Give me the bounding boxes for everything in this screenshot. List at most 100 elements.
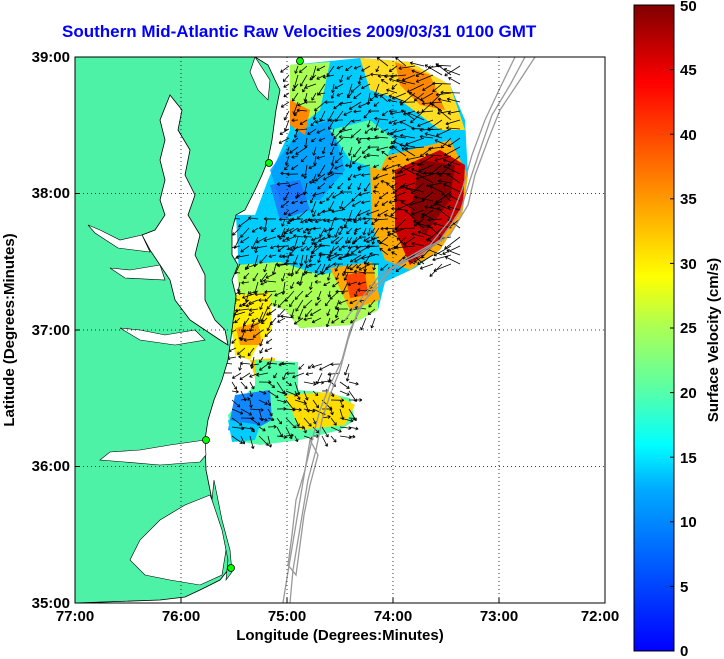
velocity-arrow (376, 240, 389, 247)
velocity-arrow (393, 119, 407, 126)
velocity-arrow (435, 92, 452, 97)
velocity-arrow (237, 291, 246, 296)
velocity-arrow (310, 236, 322, 242)
velocity-arrow (311, 92, 317, 101)
velocity-arrow (285, 381, 292, 387)
velocity-arrow (280, 101, 290, 108)
velocity-arrow (303, 426, 307, 434)
velocity-arrow (239, 361, 251, 366)
velocity-arrow (317, 91, 326, 96)
velocity-arrow (395, 263, 407, 272)
velocity-arrow (314, 272, 322, 278)
velocity-arrow (238, 363, 242, 371)
velocity-arrow (386, 182, 398, 193)
velocity-arrow (353, 109, 362, 114)
velocity-arrow (296, 108, 308, 113)
velocity-arrow (361, 200, 371, 205)
velocity-arrow (345, 65, 353, 72)
velocity-arrow (307, 128, 317, 136)
velocity-arrow (349, 299, 358, 305)
velocity-arrow (388, 94, 407, 103)
velocity-arrow (276, 406, 287, 411)
grid-lines (75, 57, 605, 603)
velocity-arrow (366, 153, 380, 157)
velocity-arrow (444, 65, 461, 77)
velocity-arrow (391, 145, 407, 157)
velocity-arrow (258, 435, 269, 446)
velocity-arrow (344, 236, 349, 244)
velocity-arrow (425, 182, 443, 188)
velocity-arrow (312, 173, 317, 183)
velocity-arrow (338, 101, 353, 106)
velocity-arrow (295, 263, 304, 275)
velocity-arrow (249, 426, 255, 433)
velocity-arrow (357, 281, 367, 286)
velocity-arrow (393, 134, 407, 139)
velocity-arrow (384, 226, 398, 231)
velocity-arrow (442, 158, 461, 166)
velocity-arrow (249, 435, 255, 450)
delaware-bay (249, 57, 271, 101)
velocity-arrow (321, 146, 326, 155)
velocity-arrow (357, 74, 362, 85)
velocity-arrow (325, 317, 331, 328)
x-tick-label: 74:00 (374, 608, 412, 625)
velocity-arrow (353, 92, 362, 100)
velocity-arrow (399, 143, 416, 148)
velocity-arrow (300, 218, 308, 224)
velocity-arrow (285, 433, 294, 438)
velocity-arrow (276, 234, 286, 239)
velocity-arrow (328, 182, 335, 189)
velocity-arrow (293, 234, 304, 238)
velocity-arrow (356, 263, 362, 269)
velocity-arrow (429, 185, 443, 193)
velocity-arrow (239, 372, 251, 380)
velocity-arrow (259, 347, 264, 354)
velocity-arrow (424, 132, 443, 139)
velocity-arrow (339, 399, 345, 408)
velocity-arrow (304, 218, 313, 224)
velocity-arrow (322, 173, 335, 181)
velocity-arrow (329, 118, 344, 123)
velocity-arrow (314, 173, 326, 182)
velocity-arrow (440, 90, 461, 95)
velocity-arrow (287, 272, 295, 277)
velocity-arrow (354, 254, 367, 263)
velocity-arrow (305, 290, 313, 298)
velocity-arrow (374, 182, 380, 189)
velocity-arrow (340, 317, 349, 323)
velocity-arrow (276, 435, 287, 439)
velocity-arrow (343, 218, 349, 228)
velocity-arrow (435, 63, 452, 76)
velocity-arrow (432, 81, 452, 86)
velocity-arrow (358, 101, 371, 108)
velocity-arrow (231, 338, 237, 344)
velocity-arrow (362, 216, 376, 221)
velocity-arrow (258, 380, 272, 385)
velocity-arrow (304, 100, 317, 104)
velocity-arrow (309, 74, 317, 81)
velocity-arrow (277, 308, 286, 318)
velocity-arrow (311, 363, 323, 369)
velocity-arrow (330, 362, 341, 367)
land-mass (75, 57, 281, 603)
velocity-arrow (323, 281, 331, 286)
chesapeake-bay (141, 94, 229, 346)
velocity-arrow (349, 254, 362, 263)
velocity-arrow (292, 83, 299, 92)
velocity-arrow (384, 213, 398, 220)
velocity-arrow (446, 173, 461, 184)
velocity-arrow (415, 172, 434, 184)
velocity-arrow (293, 110, 299, 117)
velocity-arrow (249, 363, 260, 367)
velocity-arrow (343, 272, 349, 281)
velocity-arrow (350, 128, 362, 138)
velocity-arrow (392, 140, 407, 148)
velocity-arrow (419, 128, 434, 132)
velocity-arrow (240, 245, 250, 253)
velocity-arrow (361, 65, 371, 72)
velocity-arrow (374, 92, 389, 98)
velocity-arrow (309, 281, 313, 290)
velocity-arrow (347, 281, 358, 286)
velocity-arrow (384, 74, 398, 79)
